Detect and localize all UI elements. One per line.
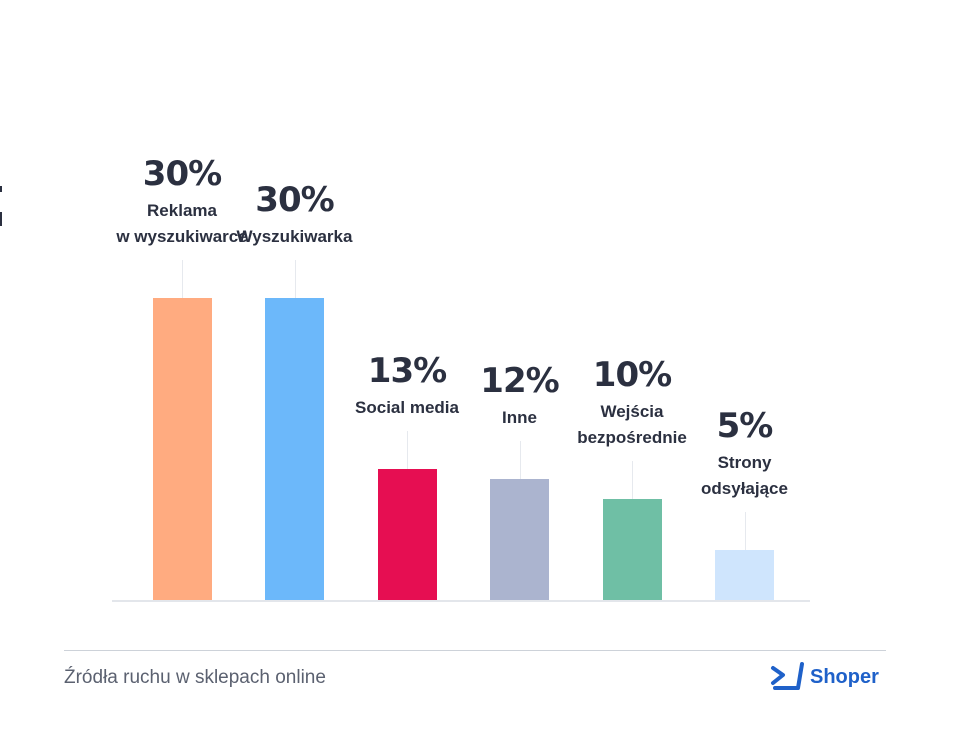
footer-divider (64, 650, 886, 651)
bar (152, 298, 212, 600)
value-label: 5% (716, 405, 774, 446)
category-label-line: w wyszukiwarce (116, 227, 248, 246)
value-label: 30% (142, 154, 222, 194)
bar (377, 469, 437, 600)
category-label: Wyszukiwarka (205, 224, 385, 250)
category-label-line: Wyszukiwarka (236, 227, 353, 246)
category-label-line: odsyłające (701, 478, 788, 498)
leader-line (182, 260, 183, 298)
value-label: 13% (367, 351, 447, 392)
edge-mark (0, 186, 2, 192)
leader-line (294, 260, 296, 298)
shoper-brand: Shoper (770, 660, 879, 694)
brand-name: Shoper (810, 665, 879, 688)
category-label: Strony odsyłające (655, 450, 835, 502)
bar (715, 549, 774, 600)
category-label-line: Strony (717, 452, 772, 472)
category-label: Wejścia bezpośrednie (542, 399, 722, 451)
category-label-line: Inne (502, 408, 537, 428)
value-label: 10% (592, 355, 672, 396)
category-label-line: bezpośrednie (577, 428, 687, 448)
category-label: Reklama w wyszukiwarce (92, 198, 272, 250)
bar (602, 499, 662, 600)
category-label-line: Reklama (147, 201, 217, 220)
leader-line (632, 461, 633, 500)
category-label: Inne (430, 405, 610, 431)
category-label-line: Wejścia (600, 402, 664, 422)
edge-mark (0, 212, 2, 226)
chart-caption: Źródła ruchu w sklepach online (64, 667, 326, 688)
category-label-line: Social media (355, 398, 459, 418)
chart-baseline (112, 600, 810, 602)
bar (490, 479, 549, 600)
bar (265, 298, 324, 600)
category-label: Social media (317, 395, 497, 421)
shoper-logo-icon (770, 660, 804, 694)
leader-line (519, 441, 521, 480)
value-label: 30% (255, 180, 334, 220)
leader-line (744, 511, 746, 550)
value-label: 12% (480, 361, 559, 402)
leader-line (407, 431, 408, 470)
